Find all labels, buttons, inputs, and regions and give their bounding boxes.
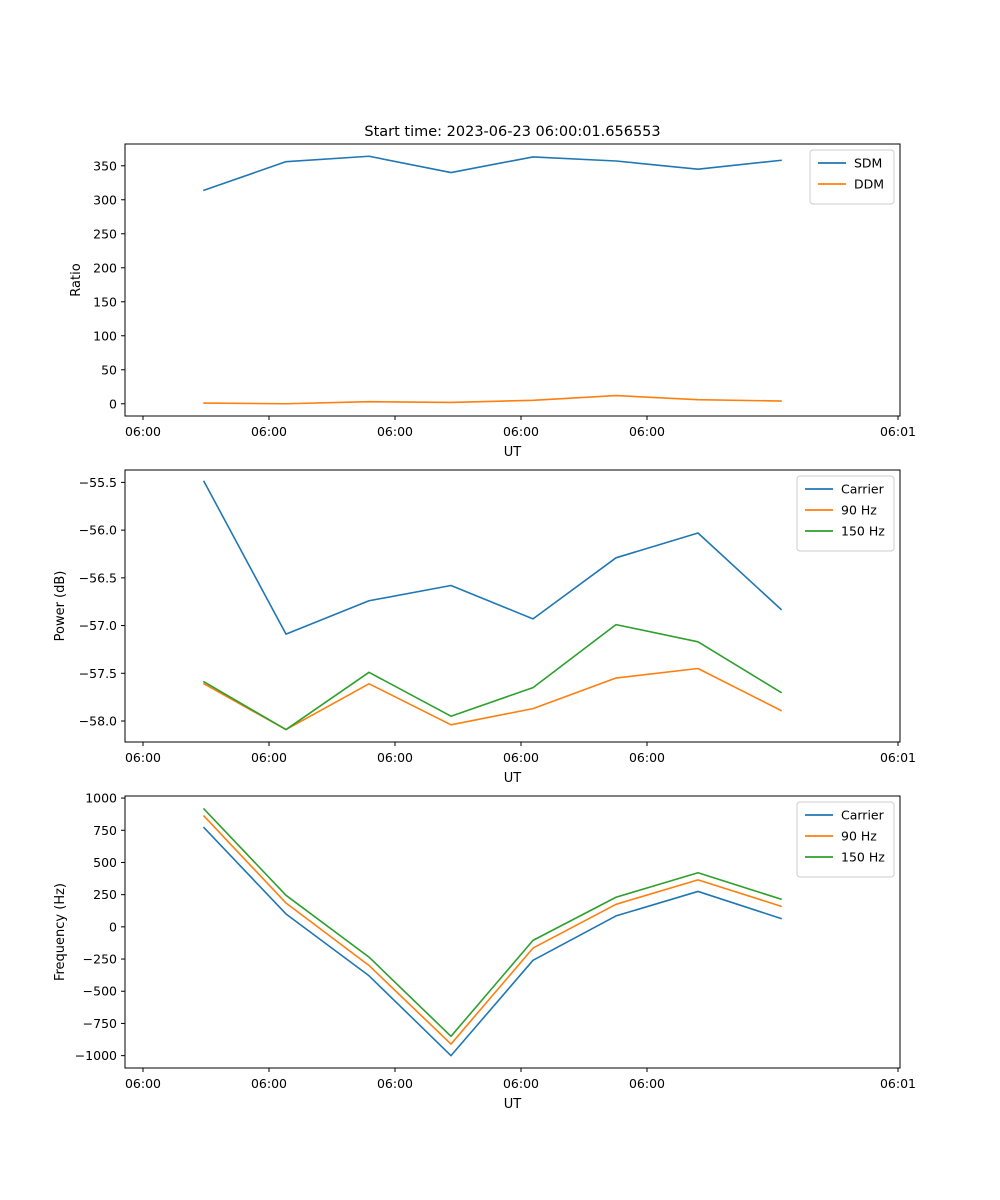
y-tick-label: 0	[109, 396, 117, 411]
x-tick-label: 06:00	[377, 1076, 413, 1091]
chart-panels: 0 50 100 150 200 250 300 350 06:00 06:00 06:00 06:0…	[53, 143, 916, 1112]
y-tick-label: 500	[93, 855, 117, 870]
y-tick-label: −57.5	[79, 666, 117, 681]
legend-label: DDM	[854, 177, 884, 192]
y-tick-label: 100	[93, 328, 117, 343]
y-tick-label: 350	[93, 158, 117, 173]
x-tick-label: 06:01	[880, 750, 916, 765]
x-tick-label: 06:00	[629, 750, 665, 765]
y-tick-label: −57.0	[79, 618, 117, 633]
y-tick-label: 250	[93, 887, 117, 902]
series-line-90-hz	[202, 814, 783, 1045]
y-axis-label: Power (dB)	[53, 571, 68, 642]
legend: Carrier 90 Hz 150 Hz	[796, 475, 895, 552]
y-tick-label: −56.5	[79, 570, 117, 585]
legend: Carrier 90 Hz 150 Hz	[796, 801, 895, 878]
x-tick-label: 06:00	[503, 750, 539, 765]
plot-area	[124, 469, 901, 743]
figure-title: Start time: 2023-06-23 06:00:01.656553	[364, 124, 660, 140]
y-tick-label: 200	[93, 260, 117, 275]
legend-label: SDM	[854, 156, 882, 171]
y-tick-label: −250	[83, 952, 117, 967]
plot-area	[124, 143, 901, 417]
plot-area	[124, 795, 901, 1069]
y-tick-label: −500	[83, 984, 117, 999]
y-tick-label: 750	[93, 823, 117, 838]
legend-label: 150 Hz	[841, 850, 885, 865]
x-axis-label: UT	[504, 1097, 522, 1112]
series-line-ddm	[203, 394, 782, 405]
legend-label: Carrier	[841, 482, 885, 497]
x-tick-label: 06:00	[377, 424, 413, 439]
y-tick-label: −55.5	[79, 475, 117, 490]
legend-box	[796, 475, 895, 552]
x-tick-label: 06:00	[503, 424, 539, 439]
x-tick-label: 06:00	[629, 424, 665, 439]
chart-panel-3: 1000 750 500 250 0 −250 −500 −750 −1000 06:00 06:0…	[53, 791, 916, 1112]
x-tick-label: 06:01	[880, 424, 916, 439]
x-tick-label: 06:00	[377, 750, 413, 765]
chart-panel-1: 0 50 100 150 200 250 300 350 06:00 06:00 06:00 06:0…	[69, 143, 916, 460]
x-axis-label: UT	[504, 771, 522, 786]
chart-panel-2: −55.5 −56.0 −56.5 −57.0 −57.5 −58.0 06:00 06:00…	[53, 469, 916, 786]
series-line-90-hz	[202, 667, 783, 731]
x-tick-label: 06:00	[125, 750, 161, 765]
y-tick-label: 1000	[85, 791, 117, 806]
x-tick-label: 06:00	[125, 1076, 161, 1091]
y-tick-label: −56.0	[79, 523, 117, 538]
series-line-carrier	[202, 826, 783, 1057]
series-line-150-hz	[202, 807, 783, 1038]
x-axis-label: UT	[504, 445, 522, 460]
legend-label: 90 Hz	[841, 503, 877, 518]
legend: SDM DDM	[809, 149, 895, 205]
x-tick-label: 06:00	[125, 424, 161, 439]
y-tick-label: −750	[83, 1016, 117, 1031]
y-tick-label: 50	[101, 362, 117, 377]
y-axis-label: Frequency (Hz)	[53, 883, 68, 981]
series-line-carrier	[202, 480, 783, 635]
y-tick-label: 150	[93, 294, 117, 309]
series-line-150-hz	[202, 623, 783, 731]
y-tick-label: −58.0	[79, 714, 117, 729]
x-tick-label: 06:00	[251, 750, 287, 765]
y-tick-label: 0	[109, 919, 117, 934]
x-tick-label: 06:00	[629, 1076, 665, 1091]
y-tick-label: −1000	[75, 1048, 117, 1063]
y-tick-label: 300	[93, 192, 117, 207]
x-tick-label: 06:00	[251, 424, 287, 439]
legend-label: 150 Hz	[841, 524, 885, 539]
x-tick-label: 06:01	[880, 1076, 916, 1091]
legend-box	[796, 801, 895, 878]
x-tick-label: 06:00	[503, 1076, 539, 1091]
y-axis-label: Ratio	[69, 263, 84, 296]
y-tick-label: 250	[93, 226, 117, 241]
legend-label: Carrier	[841, 808, 885, 823]
legend-label: 90 Hz	[841, 829, 877, 844]
x-tick-label: 06:00	[251, 1076, 287, 1091]
series-line-sdm	[202, 155, 782, 192]
